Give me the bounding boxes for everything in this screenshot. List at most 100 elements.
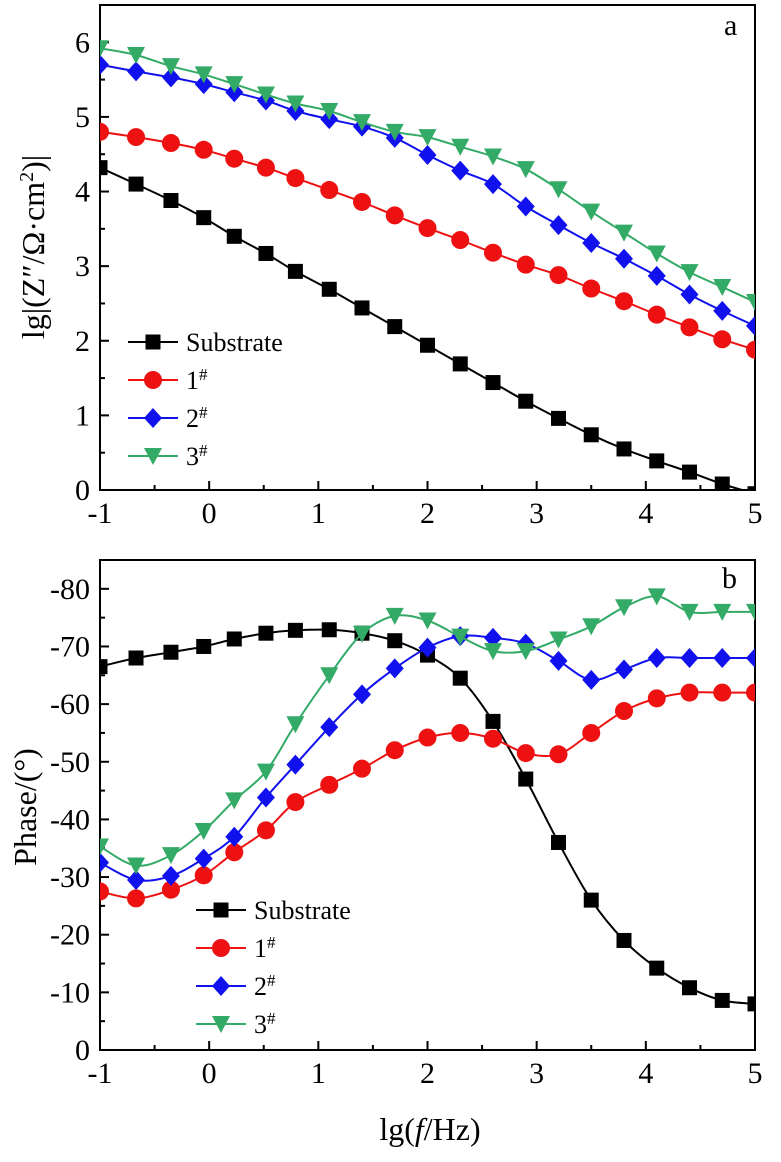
data-point-b-3: [194, 822, 213, 840]
y-tick-label-b: -50: [50, 746, 90, 779]
data-point-b-3: [127, 857, 146, 875]
data-point-a-0: [518, 393, 534, 409]
x-tick-label-b: 1: [311, 1057, 326, 1090]
panel-b-phase: -1 0 1 2 3 4 50-10-20-30-40-50-60-70-80Substra…: [7, 559, 763, 1147]
data-point-a-1: [451, 231, 470, 250]
data-point-a-3: [385, 123, 404, 141]
data-point-b-1: [549, 745, 568, 764]
y-tick-label-b: -30: [50, 861, 90, 894]
x-axis-label: lg(f/Hz): [379, 1111, 480, 1147]
data-point-b-2: [353, 684, 371, 705]
data-point-b-3: [615, 599, 633, 617]
data-point-b-2: [225, 826, 244, 847]
data-point-a-3: [100, 40, 109, 58]
legend-label: 2#: [254, 971, 276, 1002]
data-point-a-1: [320, 181, 339, 200]
y-tick-label-b: -40: [50, 803, 90, 836]
data-point-a-1: [161, 134, 180, 153]
data-point-b-2: [680, 648, 699, 668]
data-point-b-2: [194, 848, 213, 869]
x-tick-label-b: -1: [88, 1057, 113, 1090]
y-tick-label-b: 0: [75, 1034, 90, 1067]
data-point-a-1: [385, 206, 404, 225]
data-point-a-3: [615, 224, 633, 242]
data-point-b-2: [746, 648, 755, 668]
data-point-b-0: [196, 638, 212, 654]
data-point-a-3: [161, 58, 180, 76]
data-point-b-2: [582, 669, 601, 690]
data-point-b-3: [582, 618, 601, 636]
x-tick-label-b: 5: [748, 1057, 763, 1090]
data-point-a-2: [100, 54, 109, 75]
panel-b-y-axis-label: Phase/(°): [7, 748, 43, 866]
x-tick-label-b: 0: [202, 1057, 217, 1090]
data-point-a-0: [551, 410, 566, 426]
data-point-b-1: [484, 729, 502, 748]
y-tick-label-b: -70: [50, 630, 90, 663]
x-tick-label-a: 3: [529, 497, 544, 530]
data-point-a-2: [746, 315, 755, 336]
data-point-a-0: [387, 319, 403, 335]
data-point-b-1: [127, 889, 146, 908]
data-point-b-3: [451, 628, 470, 646]
data-point-a-0: [485, 375, 501, 391]
data-point-a-2: [194, 74, 213, 95]
data-point-b-1: [647, 689, 666, 708]
data-point-a-1: [549, 266, 568, 285]
data-point-a-2: [516, 196, 535, 217]
data-point-b-0: [485, 713, 501, 729]
data-point-a-1: [256, 158, 275, 177]
legend-marker: [144, 408, 162, 428]
data-point-a-0: [258, 245, 274, 261]
data-point-a-1: [516, 255, 535, 274]
data-point-a-2: [615, 248, 633, 269]
data-point-a-2: [647, 265, 666, 286]
y-tick-label-a: 0: [75, 474, 90, 507]
panel-b-plot-area: -1 0 1 2 3 4 50-10-20-30-40-50-60-70-80Substra…: [50, 573, 763, 1090]
data-point-b-3: [320, 667, 339, 685]
data-point-b-0: [682, 980, 697, 996]
data-point-a-0: [128, 176, 144, 192]
legend-marker: [144, 371, 162, 389]
data-point-a-0: [747, 486, 755, 490]
data-point-b-1: [320, 775, 339, 794]
data-point-b-0: [287, 622, 303, 638]
data-point-b-2: [320, 717, 339, 738]
y-tick-label-b: -20: [50, 919, 90, 952]
y-tick-label-a: 2: [75, 325, 90, 358]
data-point-a-2: [451, 160, 470, 181]
data-point-b-1: [615, 702, 633, 721]
series-line-b-1: [100, 691, 755, 900]
data-point-a-3: [225, 76, 244, 94]
y-tick-label-a: 3: [75, 250, 90, 283]
data-point-b-1: [286, 793, 305, 812]
data-point-b-0: [518, 771, 534, 787]
legend-label: Substrate: [254, 896, 351, 925]
data-point-b-3: [516, 643, 535, 661]
y-tick-label-a: 6: [75, 26, 90, 59]
data-point-a-2: [127, 61, 146, 82]
data-point-b-3: [680, 603, 699, 621]
data-point-b-0: [452, 670, 468, 686]
data-point-b-2: [484, 627, 502, 648]
data-point-b-2: [418, 637, 437, 658]
data-point-b-3: [549, 631, 568, 649]
data-point-a-3: [353, 114, 371, 132]
data-point-b-1: [418, 728, 437, 747]
legend-label: 3#: [186, 441, 208, 472]
data-point-a-2: [418, 144, 437, 165]
data-point-b-1: [516, 744, 535, 763]
data-point-a-0: [420, 337, 435, 353]
x-tick-label-a: 4: [638, 497, 653, 530]
data-point-b-0: [714, 992, 730, 1008]
x-tick-label-b: 4: [638, 1057, 653, 1090]
data-point-b-1: [746, 683, 755, 702]
data-point-b-1: [713, 683, 732, 702]
data-point-a-3: [516, 161, 535, 179]
legend-marker: [144, 448, 162, 465]
data-point-a-0: [616, 441, 632, 457]
data-point-b-3: [418, 612, 437, 630]
x-tick-label-a: 1: [311, 497, 326, 530]
